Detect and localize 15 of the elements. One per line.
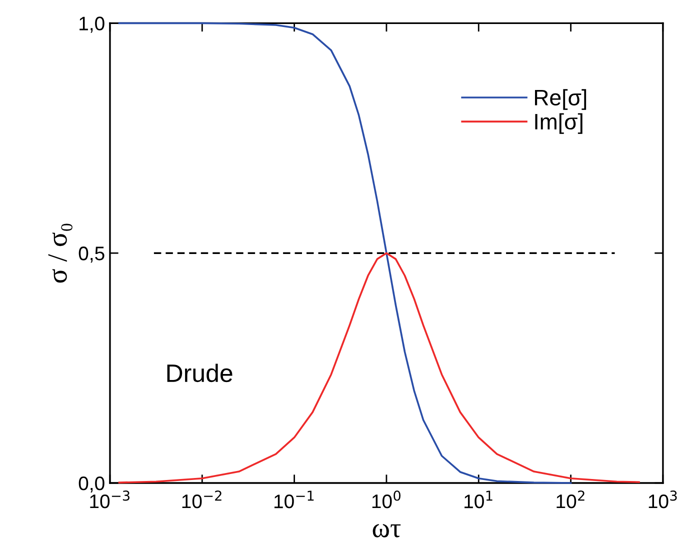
x-tick-label: 10$^{−2}$ — [182, 490, 222, 508]
y-axis-title: σ / σ₀ — [48, 224, 72, 283]
legend-label: Re[σ] — [535, 89, 586, 110]
x-tick-label: 10$^{−3}$ — [90, 490, 130, 508]
y-tick-label: 0,0 — [78, 476, 104, 493]
x-tick-label: 10$^{1}$ — [464, 490, 492, 508]
legend-label: Im[σ] — [535, 113, 582, 134]
x-tick-label: 10$^{2}$ — [556, 490, 584, 508]
x-tick-label: 10$^{3}$ — [648, 490, 677, 508]
annotation: Drude — [167, 364, 232, 382]
x-axis-title: ωτ — [372, 524, 401, 538]
y-tick-label: 0,5 — [78, 246, 104, 263]
y-tick-label: 1,0 — [80, 16, 104, 33]
x-tick-label: 10$^{0}$ — [372, 490, 400, 508]
x-tick-label: 10$^{−1}$ — [274, 490, 314, 508]
